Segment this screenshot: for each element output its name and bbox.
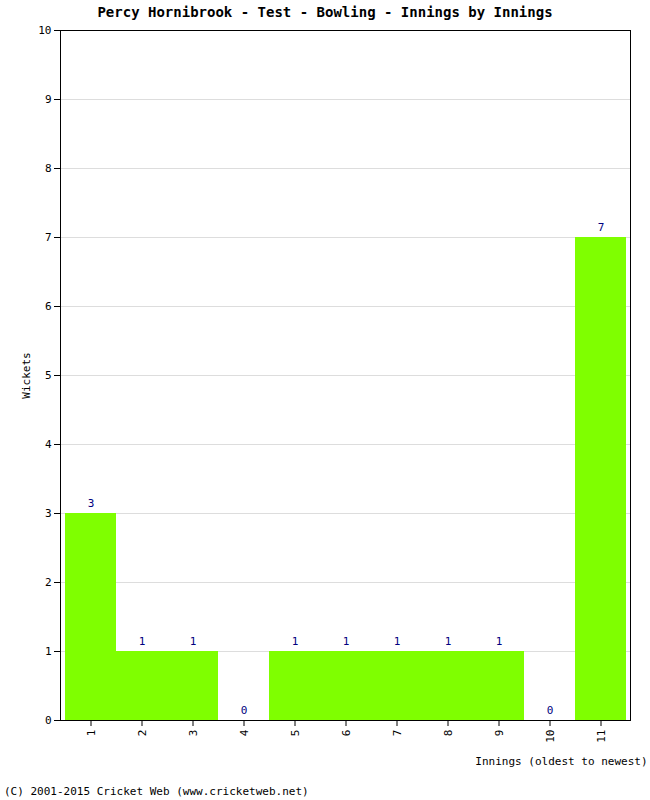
svg-text:5: 5 — [289, 730, 302, 737]
svg-text:4: 4 — [238, 729, 251, 736]
svg-text:8: 8 — [45, 162, 52, 175]
svg-text:0: 0 — [45, 714, 52, 727]
svg-text:3: 3 — [88, 497, 95, 510]
svg-text:0: 0 — [547, 704, 554, 717]
html-text:Percy Hornibrook - Test - Bowl: Percy Hornibrook - Test - Bowling - Inni… — [97, 4, 553, 20]
html-text:(C) 2001-2015 Cricket Web (www: (C) 2001-2015 Cricket Web (www.cricketwe… — [4, 785, 309, 798]
svg-text:7: 7 — [391, 730, 404, 737]
svg-text:8: 8 — [442, 730, 455, 737]
svg-text:1: 1 — [45, 645, 52, 658]
svg-text:10: 10 — [544, 730, 557, 743]
svg-text:9: 9 — [493, 730, 506, 737]
svg-text:6: 6 — [340, 730, 353, 737]
svg-text:4: 4 — [45, 438, 52, 451]
svg-text:Innings (oldest to newest): Innings (oldest to newest) — [475, 755, 647, 768]
svg-text:1: 1 — [343, 635, 350, 648]
svg-text:9: 9 — [45, 93, 52, 106]
svg-text:1: 1 — [190, 635, 197, 648]
svg-text:10: 10 — [38, 24, 51, 37]
svg-text:1: 1 — [85, 730, 98, 737]
svg-text:7: 7 — [598, 221, 605, 234]
svg-text:7: 7 — [45, 231, 52, 244]
svg-text:3: 3 — [187, 730, 200, 737]
svg-text:5: 5 — [45, 369, 52, 382]
svg-text:6: 6 — [45, 300, 52, 313]
svg-text:1: 1 — [445, 635, 452, 648]
svg-text:1: 1 — [496, 635, 503, 648]
svg-text:1: 1 — [139, 635, 146, 648]
svg-text:11: 11 — [595, 730, 608, 743]
svg-text:1: 1 — [292, 635, 299, 648]
svg-text:2: 2 — [136, 730, 149, 737]
svg-text:1: 1 — [394, 635, 401, 648]
svg-text:2: 2 — [45, 576, 52, 589]
svg-text:Wickets: Wickets — [20, 352, 33, 398]
svg-text:3: 3 — [45, 507, 52, 520]
svg-text:0: 0 — [241, 704, 248, 717]
